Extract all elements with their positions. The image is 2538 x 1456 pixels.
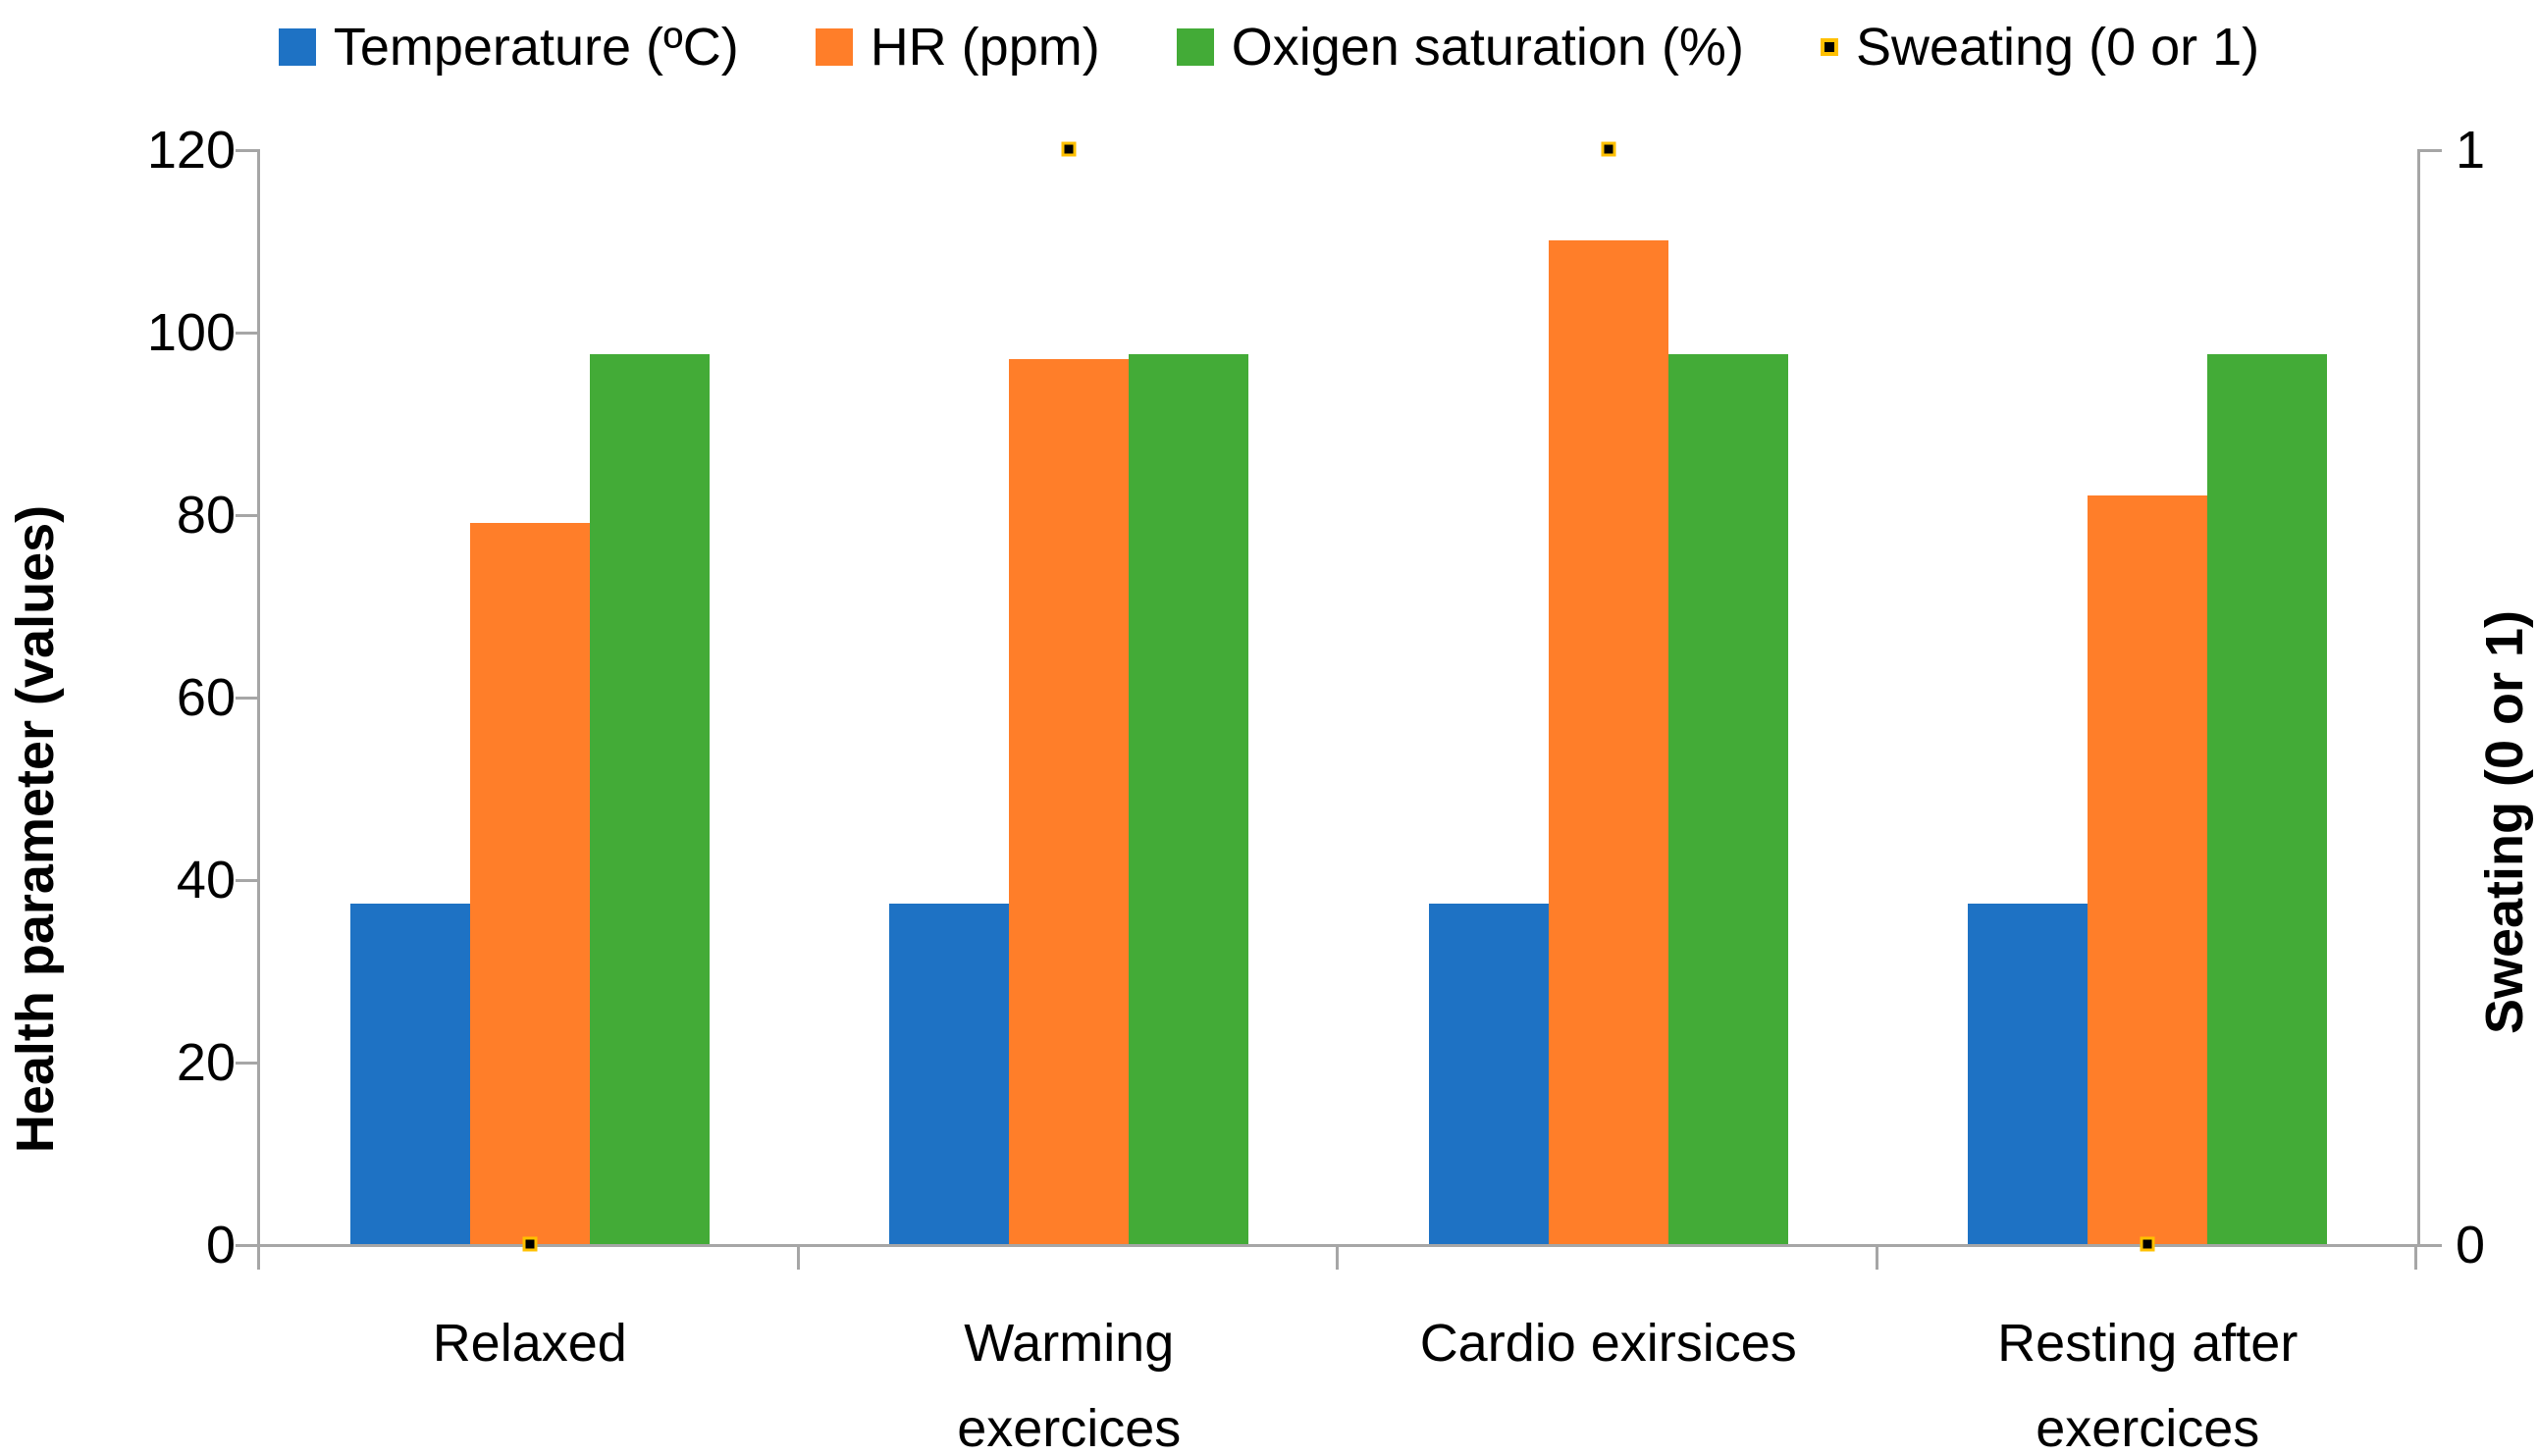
legend-label: HR (ppm) (870, 18, 1100, 77)
legend-item-sweating: Sweating (0 or 1) (1820, 17, 2260, 78)
x-axis-tick (1336, 1244, 1339, 1270)
left-axis-tick (236, 514, 257, 517)
left-axis-line (257, 149, 260, 1244)
bar-oxigen-cat0 (589, 354, 710, 1244)
right-axis-title: Sweating (0 or 1) (2475, 609, 2534, 1035)
category-label-2: Cardio exirsices (1420, 1301, 1797, 1386)
right-axis-line (2417, 149, 2420, 1244)
bar-hr-cat0 (469, 523, 590, 1244)
category-label-3: Resting after exercices (1997, 1301, 2298, 1456)
left-axis-tick (236, 1244, 257, 1247)
sweating-point-cat1 (1061, 141, 1077, 157)
legend-label: Oxigen saturation (%) (1231, 18, 1744, 77)
sweating-marker-icon (1820, 38, 1838, 56)
left-axis-tick-label: 120 (146, 121, 236, 180)
category-label-0: Relaxed (433, 1301, 627, 1386)
left-axis-tick (236, 1062, 257, 1065)
category-label-line: Warming (964, 1314, 1175, 1373)
right-axis-tick-label: 1 (2456, 121, 2486, 180)
bar-temperature-cat3 (1968, 904, 2089, 1244)
legend-swatch-icon (1176, 28, 1214, 66)
left-axis-tick-label: 20 (176, 1033, 236, 1092)
x-axis-tick (2414, 1244, 2417, 1270)
left-axis-tick-label: 40 (176, 851, 236, 910)
legend-swatch-icon (278, 28, 316, 66)
x-axis-tick (796, 1244, 800, 1270)
legend-item-series-0: Temperature (ºC) (278, 17, 739, 78)
sweating-point-cat3 (2140, 1236, 2155, 1252)
x-axis-tick (257, 1244, 260, 1270)
legend-item-series-1: HR (ppm) (815, 17, 1100, 78)
left-axis-tick (236, 697, 257, 700)
bar-hr-cat2 (1548, 240, 1668, 1244)
category-label-line: Resting after (1997, 1314, 2299, 1373)
category-label-line: Relaxed (432, 1314, 627, 1373)
left-axis-tick-label: 80 (176, 486, 236, 545)
left-axis-tick-label: 60 (176, 668, 236, 727)
legend-item-series-2: Oxigen saturation (%) (1176, 17, 1744, 78)
sweating-point-cat2 (1601, 141, 1616, 157)
bar-temperature-cat2 (1428, 904, 1549, 1244)
category-label-line: Cardio exirsices (1419, 1314, 1797, 1373)
category-label-line: exercices (2036, 1399, 2260, 1456)
right-axis-tick (2420, 149, 2442, 152)
category-label-1: Warming exercices (957, 1301, 1181, 1456)
sweating-point-cat0 (522, 1236, 538, 1252)
left-axis-tick (236, 332, 257, 335)
category-label-line: exercices (957, 1399, 1182, 1456)
right-axis-tick (2420, 1244, 2442, 1247)
bar-oxigen-cat3 (2207, 354, 2328, 1244)
x-axis-line (257, 1244, 2420, 1247)
legend-swatch-icon (815, 28, 853, 66)
bar-hr-cat3 (2088, 495, 2208, 1244)
left-axis-tick (236, 149, 257, 152)
bar-oxigen-cat1 (1129, 354, 1249, 1244)
legend-label: Temperature (ºC) (333, 18, 739, 77)
legend: Temperature (ºC) HR (ppm) Oxigen saturatio… (0, 6, 2538, 88)
legend-label: Sweating (0 or 1) (1855, 18, 2260, 77)
right-axis-tick-label: 0 (2456, 1216, 2486, 1274)
left-axis-tick-label: 100 (146, 303, 236, 362)
bar-temperature-cat1 (889, 904, 1010, 1244)
x-axis-tick (1875, 1244, 1878, 1270)
bar-hr-cat1 (1009, 358, 1130, 1244)
left-axis-tick-label: 0 (205, 1216, 236, 1274)
left-axis-tick (236, 879, 257, 882)
bar-temperature-cat0 (349, 904, 470, 1244)
bar-oxigen-cat2 (1667, 354, 1788, 1244)
